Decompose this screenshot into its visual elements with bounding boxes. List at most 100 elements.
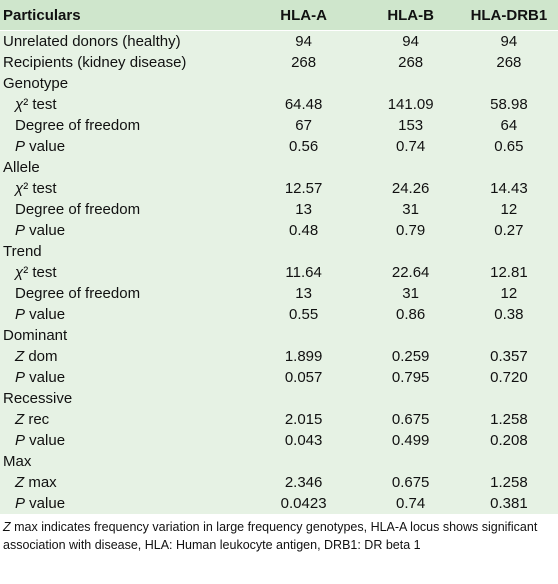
- row-label-part: P: [15, 138, 26, 155]
- cell: 0.675: [391, 411, 430, 428]
- row-label-part: Z: [15, 411, 25, 428]
- cell: 2.346: [284, 474, 323, 491]
- cell: 12: [500, 285, 518, 302]
- row-label: Z dom: [0, 346, 246, 367]
- cell: 12.57: [284, 180, 323, 197]
- row-label-part: P: [15, 222, 26, 239]
- empty-cell: [361, 157, 459, 178]
- row-label-part: P: [15, 495, 26, 512]
- cell: 1.258: [490, 411, 528, 428]
- cell: 0.381: [490, 495, 528, 512]
- empty-cell: [361, 451, 459, 472]
- cell: 31: [402, 201, 419, 218]
- empty-cell: [246, 241, 362, 262]
- cell: 0.057: [284, 369, 323, 386]
- section-row: Max: [0, 451, 558, 472]
- cell: 31: [402, 285, 419, 302]
- data-row: Z max 2.346 0.675 1.258: [0, 472, 558, 493]
- empty-cell: [246, 157, 362, 178]
- row-label: P value: [0, 493, 246, 514]
- data-row: Unrelated donors (healthy) 94 94 94: [0, 31, 558, 53]
- cell: 0.357: [490, 348, 528, 365]
- row-label: P value: [0, 304, 246, 325]
- data-table: Particulars HLA-A HLA-B HLA-DRB1 Unrelated …: [0, 0, 558, 514]
- row-label-part: χ: [15, 96, 24, 113]
- cell: 0.259: [391, 348, 430, 365]
- column-header: HLA-DRB1: [459, 0, 558, 31]
- data-row: Degree of freedom 13 31 12: [0, 283, 558, 304]
- cell: 58.98: [490, 96, 528, 113]
- row-label: P value: [0, 220, 246, 241]
- cell: 11.64: [285, 264, 322, 281]
- row-label-part: value: [25, 495, 66, 512]
- cell: 268: [398, 54, 424, 71]
- cell: 0.38: [494, 306, 524, 323]
- cell: 2.015: [284, 411, 323, 428]
- cell: 14.43: [490, 180, 528, 197]
- cell: 64: [500, 117, 518, 134]
- data-row: Recipients (kidney disease) 268 268 268: [0, 52, 558, 73]
- row-label-part: dom: [24, 348, 58, 365]
- data-row: Degree of freedom 67 153 64: [0, 115, 558, 136]
- cell: 153: [398, 117, 424, 134]
- cell: 0.0423: [280, 495, 327, 512]
- cell: 0.208: [490, 432, 528, 449]
- cell: 64.48: [284, 96, 323, 113]
- data-row: P value 0.0423 0.74 0.381: [0, 493, 558, 514]
- data-row: χ² test 64.48 141.09 58.98: [0, 94, 558, 115]
- empty-cell: [361, 388, 459, 409]
- row-label-part: Z: [15, 474, 25, 491]
- section-row: Recessive: [0, 388, 558, 409]
- row-label-part: value: [25, 306, 66, 323]
- cell: 0.55: [289, 306, 319, 323]
- cell: 94: [295, 33, 312, 50]
- row-label-part: χ: [15, 264, 24, 281]
- data-row: P value 0.043 0.499 0.208: [0, 430, 558, 451]
- row-label-part: value: [25, 432, 66, 449]
- section-row: Genotype: [0, 73, 558, 94]
- column-header: HLA-A: [245, 0, 362, 31]
- data-row: P value 0.56 0.74 0.65: [0, 136, 558, 157]
- empty-cell: [246, 73, 362, 94]
- row-label-part: Z: [15, 348, 25, 365]
- row-label-part: ² test: [23, 96, 57, 113]
- cell: 1.899: [284, 348, 323, 365]
- section-row: Allele: [0, 157, 558, 178]
- cell: 0.48: [289, 222, 319, 239]
- empty-cell: [361, 325, 459, 346]
- cell: 0.65: [494, 138, 524, 155]
- cell: 268: [291, 54, 317, 71]
- cell: 0.74: [396, 138, 426, 155]
- cell: 94: [500, 33, 518, 50]
- cell: 94: [402, 33, 419, 50]
- row-label: Z max: [0, 472, 246, 493]
- data-row: χ² test 12.57 24.26 14.43: [0, 178, 558, 199]
- data-row: Z rec 2.015 0.675 1.258: [0, 409, 558, 430]
- row-label: P value: [0, 367, 246, 388]
- cell: 12.81: [490, 264, 528, 281]
- empty-cell: [246, 325, 362, 346]
- cell: 0.86: [396, 306, 426, 323]
- row-label-part: value: [25, 369, 66, 386]
- cell: 24.26: [391, 180, 430, 197]
- row-label: P value: [0, 136, 246, 157]
- row-label: Recipients (kidney disease): [3, 54, 187, 71]
- row-label: Degree of freedom: [15, 117, 141, 134]
- cell: 0.56: [289, 138, 319, 155]
- empty-cell: [460, 157, 558, 178]
- cell: 0.795: [391, 369, 430, 386]
- footnote-part: Z: [3, 520, 11, 534]
- data-row: P value 0.48 0.79 0.27: [0, 220, 558, 241]
- cell: 13: [295, 201, 312, 218]
- row-label: Z rec: [0, 409, 246, 430]
- data-row: χ² test 11.64 22.64 12.81: [0, 262, 558, 283]
- column-header: HLA-B: [361, 0, 460, 31]
- empty-cell: [460, 388, 558, 409]
- empty-cell: [460, 73, 558, 94]
- row-label: χ² test: [0, 178, 246, 199]
- empty-cell: [361, 73, 459, 94]
- row-label-part: rec: [24, 411, 50, 428]
- row-label: χ² test: [0, 262, 246, 283]
- empty-cell: [460, 325, 558, 346]
